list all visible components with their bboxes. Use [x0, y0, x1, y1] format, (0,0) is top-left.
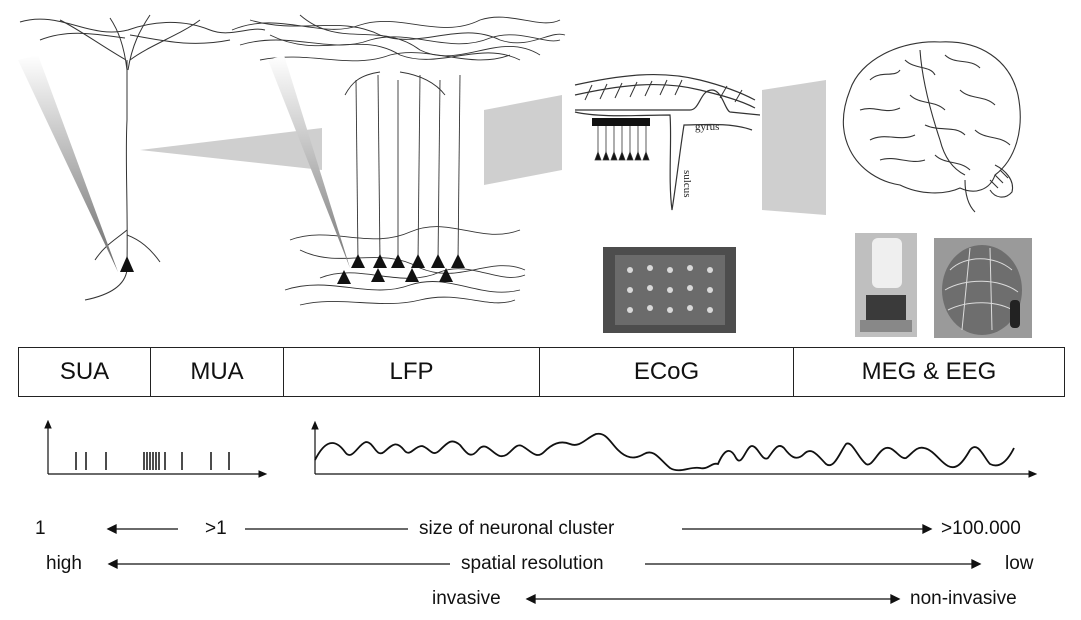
- neuron-population: [231, 14, 566, 62]
- lfp-trace: [314, 432, 1015, 472]
- gyrus-label: gyrus: [695, 121, 719, 133]
- zoom-wedge-1: [140, 128, 322, 170]
- non-invasive-label: non-invasive: [910, 588, 1017, 609]
- zoom-wedge-3: [762, 80, 826, 215]
- band-label: LFP: [389, 358, 434, 385]
- cluster-title: size of neuronal cluster: [419, 518, 615, 539]
- meg-scanner-photo: [855, 233, 917, 337]
- band-cell-ecog: ECoG: [540, 348, 794, 396]
- spike-marks: [75, 452, 230, 470]
- illustration-panel: gyrus sulcus: [18, 14, 1032, 338]
- lfp-dendrites: [284, 71, 526, 306]
- resolution-low: low: [1005, 553, 1034, 574]
- cluster-mid: >1: [205, 518, 227, 539]
- signal-traces: [44, 420, 1038, 478]
- cluster-max: >100.000: [941, 518, 1021, 539]
- ecog-cortex-sketch: [574, 73, 761, 211]
- lfp-probe: [268, 55, 350, 268]
- neuron-soma: [120, 256, 134, 272]
- scale-arrows: [106, 523, 982, 605]
- ecog-neurons: [594, 126, 650, 161]
- brain-sketch: [842, 41, 1021, 213]
- band-cell-meg-eeg: MEG & EEG: [794, 348, 1064, 396]
- band-label: ECoG: [633, 358, 700, 385]
- sua-probe: [18, 55, 118, 272]
- resolution-title: spatial resolution: [461, 553, 604, 574]
- band-cell-mua: MUA: [151, 348, 284, 396]
- ecog-photo: [603, 247, 736, 333]
- lfp-somas: [337, 254, 465, 284]
- field-potential-plot: [311, 420, 1038, 478]
- sulcus-label: sulcus: [681, 170, 693, 198]
- band-cell-sua: SUA: [19, 348, 151, 396]
- cluster-min: 1: [35, 518, 46, 539]
- band-label: MUA: [190, 358, 244, 385]
- resolution-high: high: [46, 553, 82, 574]
- single-neuron: [19, 14, 266, 301]
- zoom-wedge-2: [484, 95, 562, 185]
- band-label: MEG & EEG: [861, 358, 997, 385]
- ecog-electrode-grid: [592, 118, 650, 126]
- method-band: SUA MUA LFP ECoG MEG & EEG: [18, 347, 1065, 397]
- invasive-label: invasive: [432, 588, 501, 609]
- band-label: SUA: [59, 358, 110, 385]
- spike-train-plot: [44, 420, 268, 478]
- ecog-hatching: [584, 79, 743, 103]
- band-cell-lfp: LFP: [284, 348, 540, 396]
- eeg-cap-photo: [934, 238, 1032, 338]
